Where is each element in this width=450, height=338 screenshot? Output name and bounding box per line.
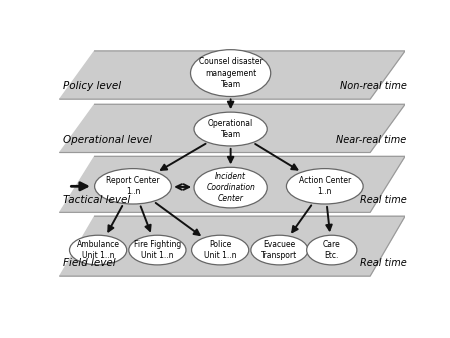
Text: Real time: Real time (360, 195, 407, 204)
Text: Counsel disaster
management
Team: Counsel disaster management Team (199, 57, 262, 89)
Ellipse shape (69, 235, 127, 265)
Ellipse shape (194, 112, 267, 146)
Ellipse shape (94, 169, 171, 204)
Text: Evacuee
Transport: Evacuee Transport (261, 240, 297, 260)
Text: Operational level: Operational level (63, 135, 152, 145)
Text: Tactical level: Tactical level (63, 195, 130, 204)
Text: Ambulance
Unit 1..n: Ambulance Unit 1..n (76, 240, 120, 260)
Text: Policy level: Policy level (63, 81, 122, 91)
Text: Real time: Real time (360, 258, 407, 268)
Text: Care
Etc.: Care Etc. (323, 240, 341, 260)
Text: Field level: Field level (63, 258, 116, 268)
Ellipse shape (129, 235, 186, 265)
Ellipse shape (287, 169, 363, 204)
Polygon shape (60, 104, 405, 152)
Text: Incident
Coordination
Center: Incident Coordination Center (206, 172, 255, 203)
Ellipse shape (306, 235, 357, 265)
Polygon shape (60, 156, 405, 212)
Text: Report Center
1..n: Report Center 1..n (106, 176, 160, 196)
Text: Operational
Team: Operational Team (208, 119, 253, 139)
Text: Near-real time: Near-real time (337, 135, 407, 145)
Polygon shape (60, 216, 405, 276)
Text: Action Center
1..n: Action Center 1..n (299, 176, 351, 196)
Text: Non-real time: Non-real time (340, 81, 407, 91)
Polygon shape (60, 51, 405, 99)
Ellipse shape (190, 50, 271, 97)
Text: Fire Fighting
Unit 1..n: Fire Fighting Unit 1..n (134, 240, 181, 260)
Text: Police
Unit 1..n: Police Unit 1..n (204, 240, 236, 260)
Ellipse shape (194, 167, 267, 208)
Ellipse shape (192, 235, 249, 265)
Ellipse shape (251, 235, 308, 265)
